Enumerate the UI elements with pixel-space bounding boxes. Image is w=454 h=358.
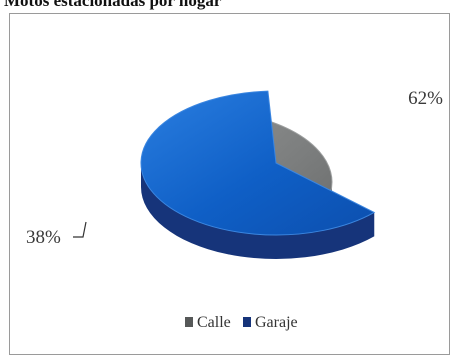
legend-swatch [243, 317, 251, 327]
pie-slice-garaje [140, 90, 376, 259]
legend: Calle Garaje [185, 314, 298, 331]
legend-item-calle: Calle [185, 314, 231, 331]
data-label-calle: 38% [26, 227, 61, 248]
slice-top [140, 90, 376, 236]
pie-slices [140, 90, 376, 259]
data-labels: 38% 62% [26, 88, 443, 248]
legend-swatch [185, 317, 193, 327]
legend-label: Garaje [255, 314, 298, 331]
leader-line [73, 221, 87, 238]
data-label-garaje: 62% [408, 88, 443, 109]
slice-side [141, 163, 375, 259]
legend-label: Calle [197, 314, 231, 331]
chart-title: Motos estacionadas por hogar [4, 0, 222, 10]
legend-item-garaje: Garaje [243, 314, 298, 331]
